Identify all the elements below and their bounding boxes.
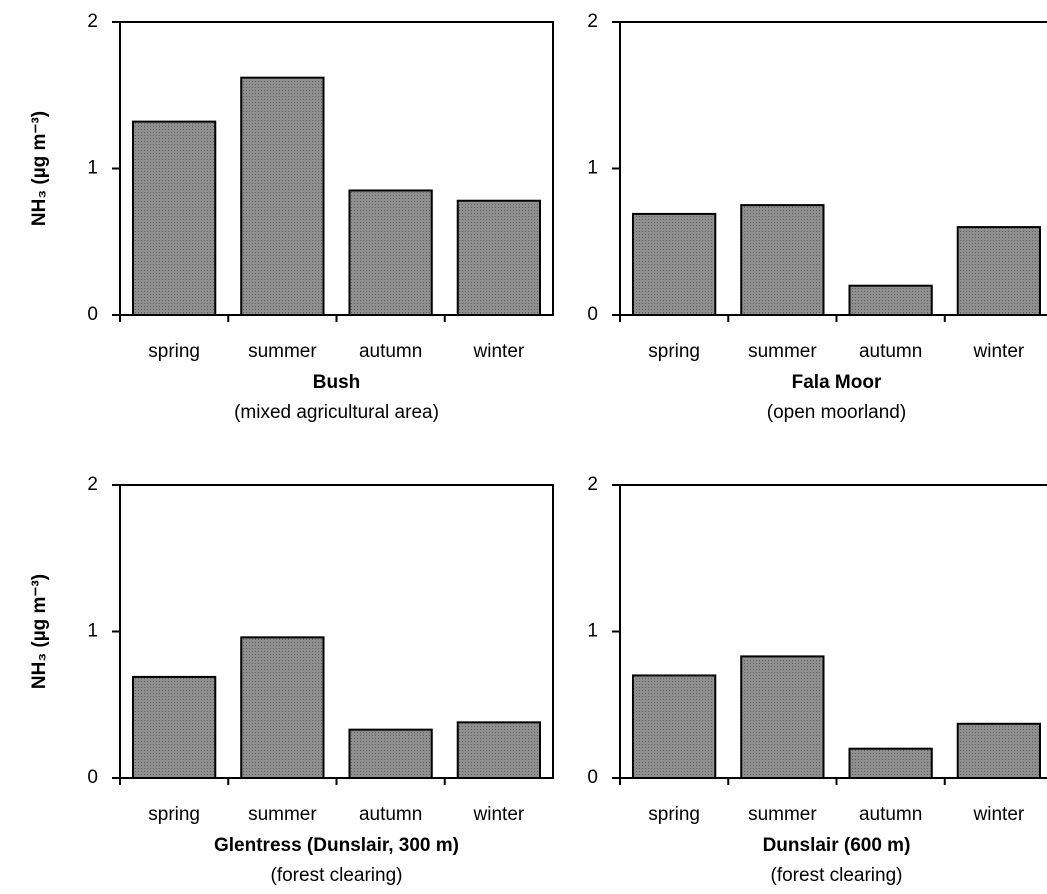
- x-tick-label: spring: [148, 804, 200, 825]
- x-tick-label: summer: [248, 804, 317, 825]
- y-axis-label: NH₃ (µg m⁻³): [29, 111, 50, 226]
- bar-texture: [632, 213, 716, 315]
- panel-title: Bush: [313, 372, 361, 393]
- x-tick-label: summer: [748, 341, 817, 362]
- panel-title: Fala Moor: [792, 372, 882, 393]
- x-tick-label: spring: [648, 804, 700, 825]
- y-tick-label: 0: [87, 304, 98, 325]
- bar-texture: [132, 676, 216, 778]
- panel-subtitle: (mixed agricultural area): [234, 402, 439, 423]
- panel-subtitle: (open moorland): [767, 402, 906, 423]
- bar-texture: [849, 285, 932, 315]
- y-tick-label: 2: [587, 11, 598, 32]
- bar-texture: [241, 77, 324, 315]
- x-tick-label: spring: [148, 341, 200, 362]
- panel-title: Dunslair (600 m): [763, 835, 911, 856]
- bar-texture: [741, 205, 824, 315]
- y-tick-label: 1: [587, 621, 598, 642]
- axes-frame: [619, 21, 1047, 316]
- bar-texture: [457, 722, 541, 778]
- axes-frame: [619, 484, 1047, 779]
- axes-frame: [119, 21, 554, 316]
- bar-texture: [241, 637, 324, 778]
- panel-subtitle: (forest clearing): [771, 865, 903, 886]
- y-axis-label: NH₃ (µg m⁻³): [29, 574, 50, 689]
- x-tick-label: winter: [473, 804, 525, 825]
- x-tick-label: spring: [648, 341, 700, 362]
- bar-texture: [349, 729, 432, 778]
- bar-texture: [957, 723, 1041, 778]
- y-tick-label: 1: [87, 158, 98, 179]
- panel-title: Glentress (Dunslair, 300 m): [214, 835, 459, 856]
- y-tick-label: 0: [587, 304, 598, 325]
- y-tick-label: 0: [587, 767, 598, 788]
- y-tick-label: 1: [587, 158, 598, 179]
- axes-frame: [119, 484, 554, 779]
- bar-texture: [349, 190, 432, 315]
- x-tick-label: summer: [248, 341, 317, 362]
- bar-texture: [132, 121, 216, 316]
- x-tick-label: winter: [973, 804, 1025, 825]
- x-tick-label: summer: [748, 804, 817, 825]
- x-tick-label: autumn: [359, 804, 422, 825]
- panel-subtitle: (forest clearing): [271, 865, 403, 886]
- bar-texture: [457, 200, 541, 315]
- y-tick-label: 1: [87, 621, 98, 642]
- x-tick-label: autumn: [859, 804, 922, 825]
- y-tick-label: 2: [87, 11, 98, 32]
- y-tick-label: 2: [587, 474, 598, 495]
- bar-texture: [632, 675, 716, 778]
- x-tick-label: winter: [973, 341, 1025, 362]
- x-tick-label: autumn: [359, 341, 422, 362]
- y-tick-label: 2: [87, 474, 98, 495]
- y-tick-label: 0: [87, 767, 98, 788]
- bar-texture: [741, 656, 824, 778]
- bar-texture: [849, 748, 932, 778]
- x-tick-label: autumn: [859, 341, 922, 362]
- bar-texture: [957, 227, 1041, 315]
- x-tick-label: winter: [473, 341, 525, 362]
